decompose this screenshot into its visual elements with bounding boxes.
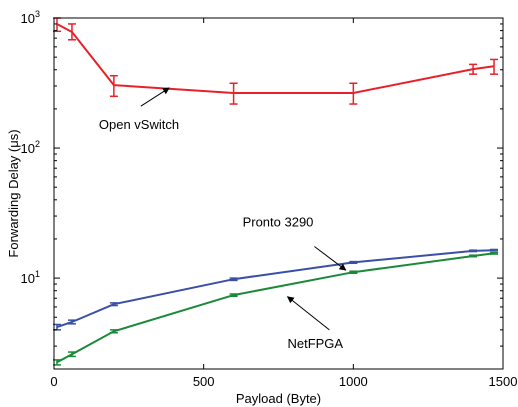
y-tick-label: 102 — [21, 139, 40, 156]
annotation-layer: Open vSwitch Pronto 3290 NetFPGA — [99, 87, 347, 351]
x-tick-label: 500 — [193, 374, 215, 389]
annotation-arrow-0 — [140, 87, 170, 107]
series-layer — [52, 17, 499, 366]
series-line — [56, 23, 495, 94]
x-tick-label: 1000 — [339, 374, 368, 389]
series-line — [56, 252, 495, 364]
x-tick-label: 0 — [50, 374, 57, 389]
series-1 — [52, 248, 499, 331]
y-tick-label: 101 — [21, 269, 40, 286]
tick-layer: 0 500 1000 1500 101 102 103 — [21, 9, 518, 389]
annotation-arrow-2 — [286, 296, 330, 331]
annotation-label-0: Open vSwitch — [99, 117, 179, 132]
x-axis-label: Payload (Byte) — [236, 391, 321, 406]
y-tick-label: 103 — [21, 9, 40, 26]
annotation-arrow-1 — [314, 246, 347, 271]
y-axis-label: Forwarding Delay (μs) — [6, 129, 21, 257]
x-tick-label: 1500 — [489, 374, 518, 389]
plot-frame — [53, 17, 504, 370]
series-2 — [52, 251, 499, 366]
annotation-label-1: Pronto 3290 — [243, 214, 314, 229]
annotation-label-2: NetFPGA — [287, 336, 343, 351]
series-0 — [52, 17, 499, 105]
